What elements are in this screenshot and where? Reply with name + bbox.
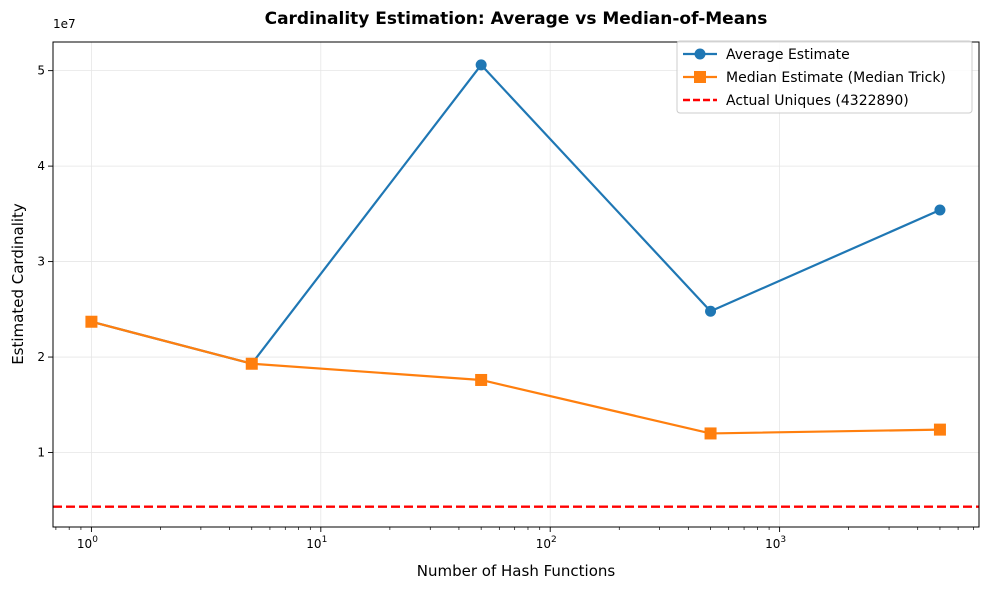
y-axis-multiplier: 1e7 xyxy=(53,17,76,31)
y-tick-label-3: 4 xyxy=(37,159,45,173)
series-1-point-1 xyxy=(245,357,258,370)
series-0-point-3 xyxy=(705,305,717,317)
legend-label-1: Median Estimate (Median Trick) xyxy=(726,70,946,86)
y-tick-label-4: 5 xyxy=(37,64,45,78)
x-tick-label-1: 101 xyxy=(306,535,327,551)
x-axis-label: Number of Hash Functions xyxy=(417,562,616,580)
y-tick-label-0: 1 xyxy=(37,446,45,460)
x-axis: 100 101 102 103 xyxy=(55,527,974,551)
x-tick-label-3: 103 xyxy=(765,535,786,551)
series-1-point-2 xyxy=(475,373,488,386)
y-axis: 1 2 3 4 5 xyxy=(37,64,53,460)
x-tick-label-0: 100 xyxy=(77,535,98,551)
series-0-point-4 xyxy=(934,204,946,216)
y-tick-label-2: 3 xyxy=(37,255,45,269)
legend-marker-square xyxy=(694,71,706,83)
x-tick-label-2: 102 xyxy=(536,535,557,551)
legend-label-0: Average Estimate xyxy=(726,47,850,63)
legend-marker-circle xyxy=(694,48,706,60)
legend-box xyxy=(676,40,973,114)
legend: Average Estimate Median Estimate (Median … xyxy=(676,40,973,114)
plot-area-frame xyxy=(52,41,980,528)
series-markers xyxy=(85,59,946,440)
y-tick-label-1: 2 xyxy=(37,350,45,364)
y-axis-label: Estimated Cardinality xyxy=(9,203,27,365)
legend-label-2: Actual Uniques (4322890) xyxy=(726,93,909,109)
series-0-point-2 xyxy=(475,59,487,71)
series-1-point-3 xyxy=(704,427,717,440)
series-1-point-4 xyxy=(933,423,946,436)
chart-title: Cardinality Estimation: Average vs Media… xyxy=(265,9,768,29)
series-1-point-0 xyxy=(85,315,98,328)
